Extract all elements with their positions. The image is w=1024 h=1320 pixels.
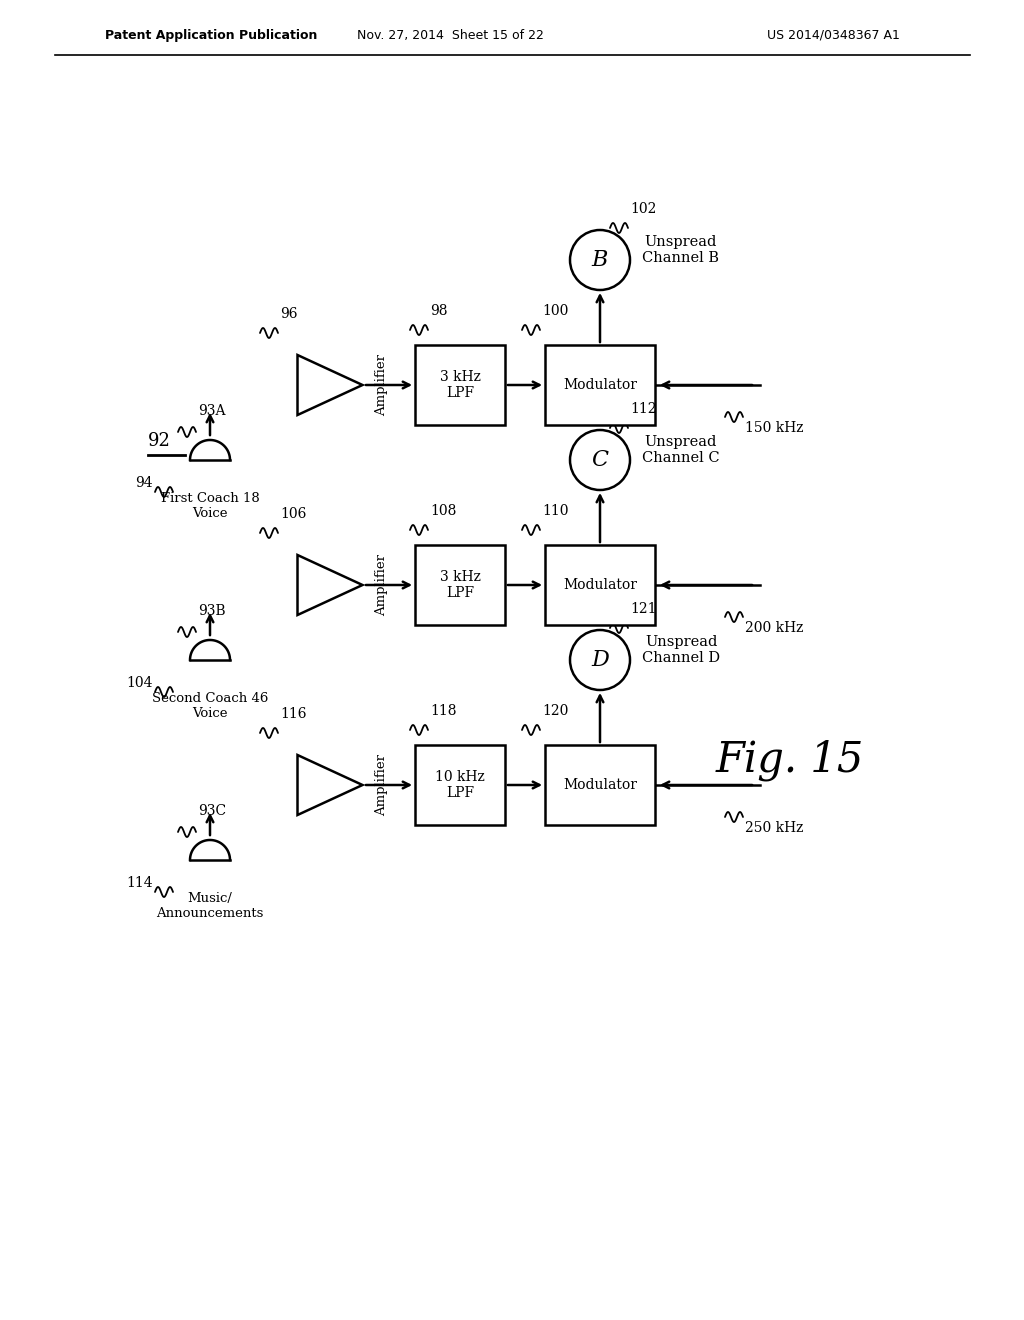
Bar — [545, 545, 655, 624]
Text: 110: 110 — [542, 504, 568, 517]
Text: 116: 116 — [280, 708, 306, 721]
Text: Unspread
Channel C: Unspread Channel C — [642, 434, 720, 465]
Bar — [415, 744, 505, 825]
Text: Modulator: Modulator — [563, 578, 637, 591]
Text: 92: 92 — [148, 432, 171, 450]
Text: Amplifier: Amplifier — [375, 554, 388, 616]
Text: 93C: 93C — [198, 804, 226, 818]
Text: Amplifier: Amplifier — [375, 754, 388, 816]
Text: 104: 104 — [127, 676, 153, 690]
Text: Modulator: Modulator — [563, 777, 637, 792]
Text: 3 kHz
LPF: 3 kHz LPF — [439, 370, 480, 400]
Text: 106: 106 — [280, 507, 306, 521]
Text: Music/
Announcements: Music/ Announcements — [157, 892, 264, 920]
Text: 250 kHz: 250 kHz — [745, 821, 804, 836]
Text: 118: 118 — [430, 704, 457, 718]
Text: 98: 98 — [430, 304, 447, 318]
Bar — [415, 345, 505, 425]
Text: 93B: 93B — [198, 605, 225, 618]
Text: Nov. 27, 2014  Sheet 15 of 22: Nov. 27, 2014 Sheet 15 of 22 — [356, 29, 544, 41]
Text: Unspread
Channel B: Unspread Channel B — [642, 235, 719, 265]
Text: 108: 108 — [430, 504, 457, 517]
Text: 3 kHz
LPF: 3 kHz LPF — [439, 570, 480, 601]
Text: D: D — [591, 649, 609, 671]
Text: Amplifier: Amplifier — [375, 354, 388, 416]
Text: Patent Application Publication: Patent Application Publication — [105, 29, 317, 41]
Text: US 2014/0348367 A1: US 2014/0348367 A1 — [767, 29, 900, 41]
Text: Unspread
Channel D: Unspread Channel D — [642, 635, 720, 665]
Text: 114: 114 — [126, 876, 153, 890]
Text: B: B — [592, 249, 608, 271]
Text: 96: 96 — [280, 308, 298, 321]
Text: 112: 112 — [630, 403, 656, 416]
Text: 100: 100 — [542, 304, 568, 318]
Text: 200 kHz: 200 kHz — [745, 620, 804, 635]
Text: 102: 102 — [630, 202, 656, 216]
Text: Fig. 15: Fig. 15 — [716, 739, 864, 781]
Text: 121: 121 — [630, 602, 656, 616]
Text: First Coach 18
Voice: First Coach 18 Voice — [161, 492, 259, 520]
Bar — [545, 744, 655, 825]
Bar — [415, 545, 505, 624]
Text: Modulator: Modulator — [563, 378, 637, 392]
Text: 93A: 93A — [198, 404, 225, 418]
Text: C: C — [592, 449, 608, 471]
Text: 10 kHz
LPF: 10 kHz LPF — [435, 770, 485, 800]
Text: Second Coach 46
Voice: Second Coach 46 Voice — [152, 692, 268, 719]
Text: 120: 120 — [542, 704, 568, 718]
Text: 94: 94 — [135, 477, 153, 490]
Bar — [545, 345, 655, 425]
Text: 150 kHz: 150 kHz — [745, 421, 804, 436]
